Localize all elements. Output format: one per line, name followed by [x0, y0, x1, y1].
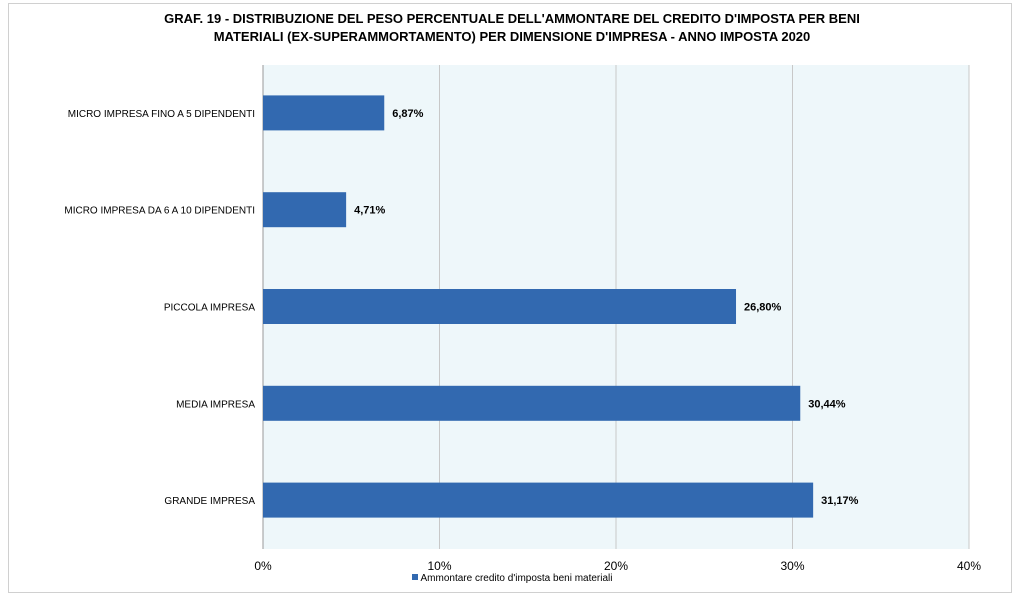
category-label-5: GRANDE IMPRESA [164, 496, 255, 507]
bar-4 [263, 385, 801, 421]
legend: Ammontare credito d'imposta beni materia… [0, 573, 1024, 584]
legend-label: Ammontare credito d'imposta beni materia… [420, 573, 613, 584]
legend-swatch [411, 574, 418, 580]
x-tick-label-20: 20% [604, 559, 628, 573]
category-label-4: MEDIA IMPRESA [176, 399, 255, 410]
category-label-2: MICRO IMPRESA DA 6 A 10 DIPENDENTI [64, 206, 255, 217]
category-label-3: PICCOLA IMPRESA [164, 303, 255, 314]
data-label-2: 4,71% [354, 205, 385, 217]
chart-title-line-1: GRAF. 19 - DISTRIBUZIONE DEL PESO PERCEN… [164, 11, 860, 26]
chart-title-line-2: MATERIALI (EX-SUPERAMMORTAMENTO) PER DIM… [213, 29, 811, 44]
bar-5 [263, 482, 814, 518]
data-label-5: 31,17% [821, 495, 859, 507]
data-label-3: 26,80% [744, 302, 782, 314]
bar-2 [263, 192, 347, 228]
bar-3 [263, 289, 737, 324]
data-label-1: 6,87% [392, 108, 423, 120]
category-label-1: MICRO IMPRESA FINO A 5 DIPENDENTI [68, 109, 255, 120]
chart-title: GRAF. 19 - DISTRIBUZIONE DEL PESO PERCEN… [60, 10, 964, 46]
x-tick-label-40: 40% [957, 559, 981, 573]
x-tick-label-10: 10% [427, 559, 451, 573]
x-tick-label-0: 0% [254, 559, 272, 573]
bar-1 [263, 95, 385, 131]
x-tick-label-30: 30% [780, 559, 804, 573]
data-label-4: 30,44% [808, 398, 846, 410]
